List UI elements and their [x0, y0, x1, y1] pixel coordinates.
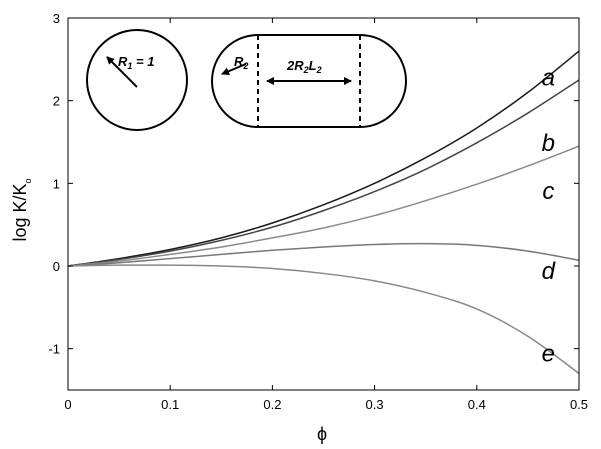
x-tick-label-5: 0.5 [570, 397, 588, 412]
circle-radius-label: R1 = 1 [118, 54, 154, 71]
curve-label-a: a [542, 65, 555, 92]
ticks [67, 17, 580, 390]
curve-label-e: e [542, 341, 555, 368]
capsule-radius-arrow [221, 63, 247, 75]
x-tick-label-2: 0.2 [263, 397, 281, 412]
series-line-c [67, 145, 580, 267]
curve-label-c: c [542, 178, 554, 205]
x-tick-label-0: 0 [64, 397, 71, 412]
y-tick-label-3: 2 [53, 94, 60, 109]
x-tick-label-3: 0.3 [366, 397, 384, 412]
series-line-d [67, 242, 580, 267]
curve-labels: a bc d e [542, 65, 556, 368]
curve-label-b: b [542, 130, 555, 157]
series-line-e [67, 264, 580, 375]
x-tick-label-4: 0.4 [468, 397, 486, 412]
x-tick-label-1: 0.1 [161, 397, 179, 412]
tick-labels: 0 0.1 0.2 0.3 0.4 0.5 -1 0 1 2 3 [48, 11, 588, 412]
curve-label-d: d [542, 258, 556, 285]
series-line-b [67, 79, 580, 267]
y-axis-label: log K/Ko [10, 178, 33, 241]
circle-radius-arrow [106, 56, 138, 88]
series-line-a [67, 50, 580, 267]
capsule-radius-label: R2 [234, 54, 248, 71]
y-tick-label-2: 1 [53, 176, 60, 191]
inset-capsule: R2 2R2L2 [211, 34, 407, 128]
y-tick-label-0: -1 [48, 342, 60, 357]
plot-frame [67, 17, 580, 391]
x-axis-label: ϕ [317, 424, 327, 444]
inset-circle: R1 = 1 [86, 29, 188, 131]
curves [67, 50, 580, 375]
y-tick-label-1: 0 [53, 259, 60, 274]
capsule-length-label: 2R2L2 [286, 58, 322, 75]
y-tick-label-4: 3 [53, 11, 60, 26]
circle-shape [86, 29, 188, 131]
